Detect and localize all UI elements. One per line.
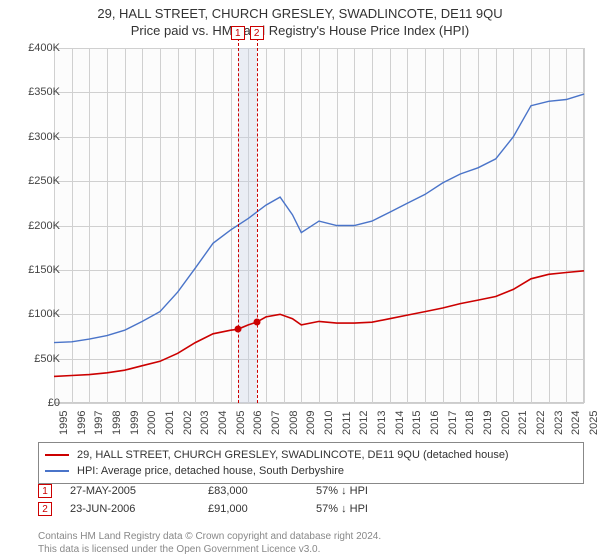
x-tick-label: 2012 <box>358 411 370 435</box>
series-hpi <box>54 94 584 343</box>
sales-price-1: £83,000 <box>208 485 298 497</box>
x-tick-label: 2006 <box>252 411 264 435</box>
x-tick-label: 2000 <box>146 411 158 435</box>
x-tick-label: 1997 <box>93 411 105 435</box>
x-tick-label: 2009 <box>305 411 317 435</box>
x-tick-label: 1999 <box>129 411 141 435</box>
chart-title-block: 29, HALL STREET, CHURCH GRESLEY, SWADLIN… <box>0 0 600 38</box>
y-tick-label: £100K <box>10 308 60 320</box>
x-tick-label: 2004 <box>217 411 229 435</box>
y-tick-label: £0 <box>10 397 60 409</box>
footer-attribution: Contains HM Land Registry data © Crown c… <box>38 531 381 556</box>
legend-label-hpi: HPI: Average price, detached house, Sout… <box>77 465 344 477</box>
x-tick-label: 2008 <box>288 411 300 435</box>
sales-date-1: 27-MAY-2005 <box>70 485 190 497</box>
sale-dot-1 <box>234 326 241 333</box>
sales-idx-1: 1 <box>38 484 52 498</box>
y-tick-label: £300K <box>10 131 60 143</box>
sales-date-2: 23-JUN-2006 <box>70 503 190 515</box>
x-tick-label: 1998 <box>111 411 123 435</box>
x-tick-label: 2013 <box>376 411 388 435</box>
x-tick-label: 2001 <box>164 411 176 435</box>
y-tick-label: £150K <box>10 264 60 276</box>
x-tick-label: 2017 <box>447 411 459 435</box>
legend-row-property: 29, HALL STREET, CHURCH GRESLEY, SWADLIN… <box>45 447 577 463</box>
chart-title-subtitle: Price paid vs. HM Land Registry's House … <box>0 23 600 38</box>
chart-figure: 29, HALL STREET, CHURCH GRESLEY, SWADLIN… <box>0 0 600 560</box>
plot-area: 12 <box>54 48 584 403</box>
x-tick-label: 2010 <box>323 411 335 435</box>
sales-row-2: 2 23-JUN-2006 £91,000 57% ↓ HPI <box>38 500 436 518</box>
y-tick-label: £350K <box>10 86 60 98</box>
footer-line1: Contains HM Land Registry data © Crown c… <box>38 531 381 544</box>
sale-marker-box-2: 2 <box>250 26 264 40</box>
series-property <box>54 271 584 377</box>
x-tick-label: 2018 <box>464 411 476 435</box>
x-tick-label: 2023 <box>553 411 565 435</box>
x-tick-label: 2005 <box>235 411 247 435</box>
x-tick-label: 2021 <box>517 411 529 435</box>
x-tick-label: 2016 <box>429 411 441 435</box>
x-tick-label: 2003 <box>199 411 211 435</box>
x-tick-label: 1995 <box>58 411 70 435</box>
x-tick-label: 1996 <box>76 411 88 435</box>
x-tick-label: 2024 <box>570 411 582 435</box>
sales-row-1: 1 27-MAY-2005 £83,000 57% ↓ HPI <box>38 482 436 500</box>
sales-idx-2: 2 <box>38 502 52 516</box>
legend-swatch-hpi <box>45 470 69 472</box>
line-series-svg <box>54 48 584 403</box>
x-tick-label: 2002 <box>182 411 194 435</box>
sales-price-2: £91,000 <box>208 503 298 515</box>
x-tick-label: 2014 <box>394 411 406 435</box>
sales-table: 1 27-MAY-2005 £83,000 57% ↓ HPI 2 23-JUN… <box>38 482 436 518</box>
sales-delta-1: 57% ↓ HPI <box>316 485 436 497</box>
x-tick-label: 2015 <box>411 411 423 435</box>
y-tick-label: £250K <box>10 175 60 187</box>
sale-marker-box-1: 1 <box>231 26 245 40</box>
chart-title-address: 29, HALL STREET, CHURCH GRESLEY, SWADLIN… <box>0 6 600 21</box>
x-tick-label: 2011 <box>341 411 353 435</box>
legend: 29, HALL STREET, CHURCH GRESLEY, SWADLIN… <box>38 442 584 484</box>
x-tick-label: 2025 <box>588 411 600 435</box>
x-tick-label: 2022 <box>535 411 547 435</box>
x-tick-label: 2020 <box>500 411 512 435</box>
y-tick-label: £50K <box>10 353 60 365</box>
x-tick-label: 2019 <box>482 411 494 435</box>
legend-swatch-property <box>45 454 69 456</box>
sale-dot-2 <box>253 319 260 326</box>
x-tick-label: 2007 <box>270 411 282 435</box>
legend-label-property: 29, HALL STREET, CHURCH GRESLEY, SWADLIN… <box>77 449 509 461</box>
y-tick-label: £200K <box>10 220 60 232</box>
legend-row-hpi: HPI: Average price, detached house, Sout… <box>45 463 577 479</box>
footer-line2: This data is licensed under the Open Gov… <box>38 544 381 557</box>
y-tick-label: £400K <box>10 42 60 54</box>
sales-delta-2: 57% ↓ HPI <box>316 503 436 515</box>
